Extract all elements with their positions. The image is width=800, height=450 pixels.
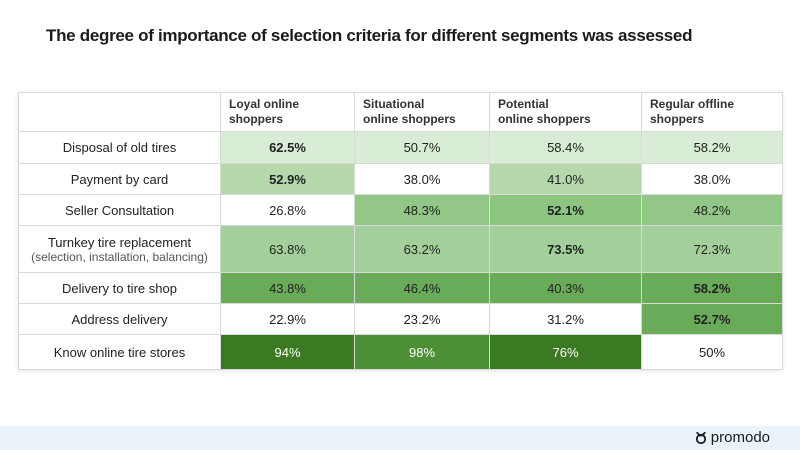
value-cell: 31.2% (489, 303, 642, 335)
column-header: Regular offline shoppers (641, 92, 783, 132)
value-cell: 48.3% (354, 194, 490, 226)
value-cell: 94% (220, 334, 355, 370)
row-label-text: Delivery to tire shop (62, 280, 177, 296)
column-header-text: Regular offline (650, 97, 735, 111)
value-cell: 52.1% (489, 194, 642, 226)
value-cell: 50% (641, 334, 783, 370)
header-row: Loyal online shoppers Situational online s… (18, 92, 783, 132)
column-header-text: Situational (363, 97, 425, 111)
value-cell: 22.9% (220, 303, 355, 335)
value-cell: 76% (489, 334, 642, 370)
value-cell: 63.8% (220, 225, 355, 273)
value-cell: 62.5% (220, 131, 355, 164)
column-header: Situational online shoppers (354, 92, 490, 132)
table-body: Disposal of old tires 62.5% 50.7% 58.4% 58.2… (18, 131, 783, 370)
value-cell: 72.3% (641, 225, 783, 273)
table-row: Delivery to tire shop 43.8% 46.4% 40.3% 58.2… (18, 272, 783, 304)
value-cell: 46.4% (354, 272, 490, 304)
logo-text: promodo (710, 429, 770, 446)
column-header-text: shoppers (650, 112, 705, 126)
value-cell: 58.4% (489, 131, 642, 164)
value-cell: 43.8% (220, 272, 355, 304)
table-row: Turnkey tire replacement (selection, inst… (18, 225, 783, 273)
value-cell: 50.7% (354, 131, 490, 164)
row-label: Turnkey tire replacement (selection, inst… (18, 225, 221, 273)
table-row: Disposal of old tires 62.5% 50.7% 58.4% 58.2… (18, 131, 783, 164)
promodo-logo-icon (695, 431, 706, 444)
criteria-table: Loyal online shoppers Situational online s… (18, 92, 783, 370)
row-label: Disposal of old tires (18, 131, 221, 164)
row-label: Know online tire stores (18, 334, 221, 370)
row-label-text: Turnkey tire replacement (47, 234, 192, 250)
value-cell: 41.0% (489, 163, 642, 195)
value-cell: 52.9% (220, 163, 355, 195)
row-label-text: Address delivery (71, 311, 168, 327)
promodo-logo: promodo (694, 429, 770, 446)
row-label-text: Disposal of old tires (62, 140, 177, 155)
value-cell: 73.5% (489, 225, 642, 273)
value-cell: 58.2% (641, 131, 783, 164)
row-label-text: Seller Consultation (64, 202, 175, 218)
row-label-text: Know online tire stores (53, 344, 186, 360)
row-sublabel-text: (selection, installation, balancing) (31, 249, 208, 264)
table-row: Address delivery 22.9% 23.2% 31.2% 52.7% (18, 303, 783, 335)
table-row: Seller Consultation 26.8% 48.3% 52.1% 48.2% (18, 194, 783, 226)
value-cell: 26.8% (220, 194, 355, 226)
column-header-text: online shoppers (363, 112, 456, 126)
row-label-text: Payment by card (70, 171, 169, 187)
row-label: Payment by card (18, 163, 221, 195)
column-header-text: Loyal online shoppers (229, 97, 300, 126)
value-cell: 38.0% (641, 163, 783, 195)
value-cell: 40.3% (489, 272, 642, 304)
value-cell: 58.2% (641, 272, 783, 304)
value-cell: 52.7% (641, 303, 783, 335)
value-cell: 23.2% (354, 303, 490, 335)
row-label: Address delivery (18, 303, 221, 335)
row-label: Delivery to tire shop (18, 272, 221, 304)
column-header: Potential online shoppers (489, 92, 642, 132)
table-row: Know online tire stores 94% 98% 76% 50% (18, 334, 783, 370)
header-corner (18, 92, 221, 132)
column-header-text: Potential (498, 97, 549, 111)
value-cell: 48.2% (641, 194, 783, 226)
value-cell: 63.2% (354, 225, 490, 273)
value-cell: 38.0% (354, 163, 490, 195)
page-title: The degree of importance of selection cr… (46, 26, 693, 45)
column-header-text: online shoppers (498, 112, 591, 126)
footer-bar (0, 426, 800, 450)
criteria-table-card: Loyal online shoppers Situational online s… (18, 92, 783, 370)
table-row: Payment by card 52.9% 38.0% 41.0% 38.0% (18, 163, 783, 195)
row-label: Seller Consultation (18, 194, 221, 226)
value-cell: 98% (354, 334, 490, 370)
column-header: Loyal online shoppers (220, 92, 355, 132)
